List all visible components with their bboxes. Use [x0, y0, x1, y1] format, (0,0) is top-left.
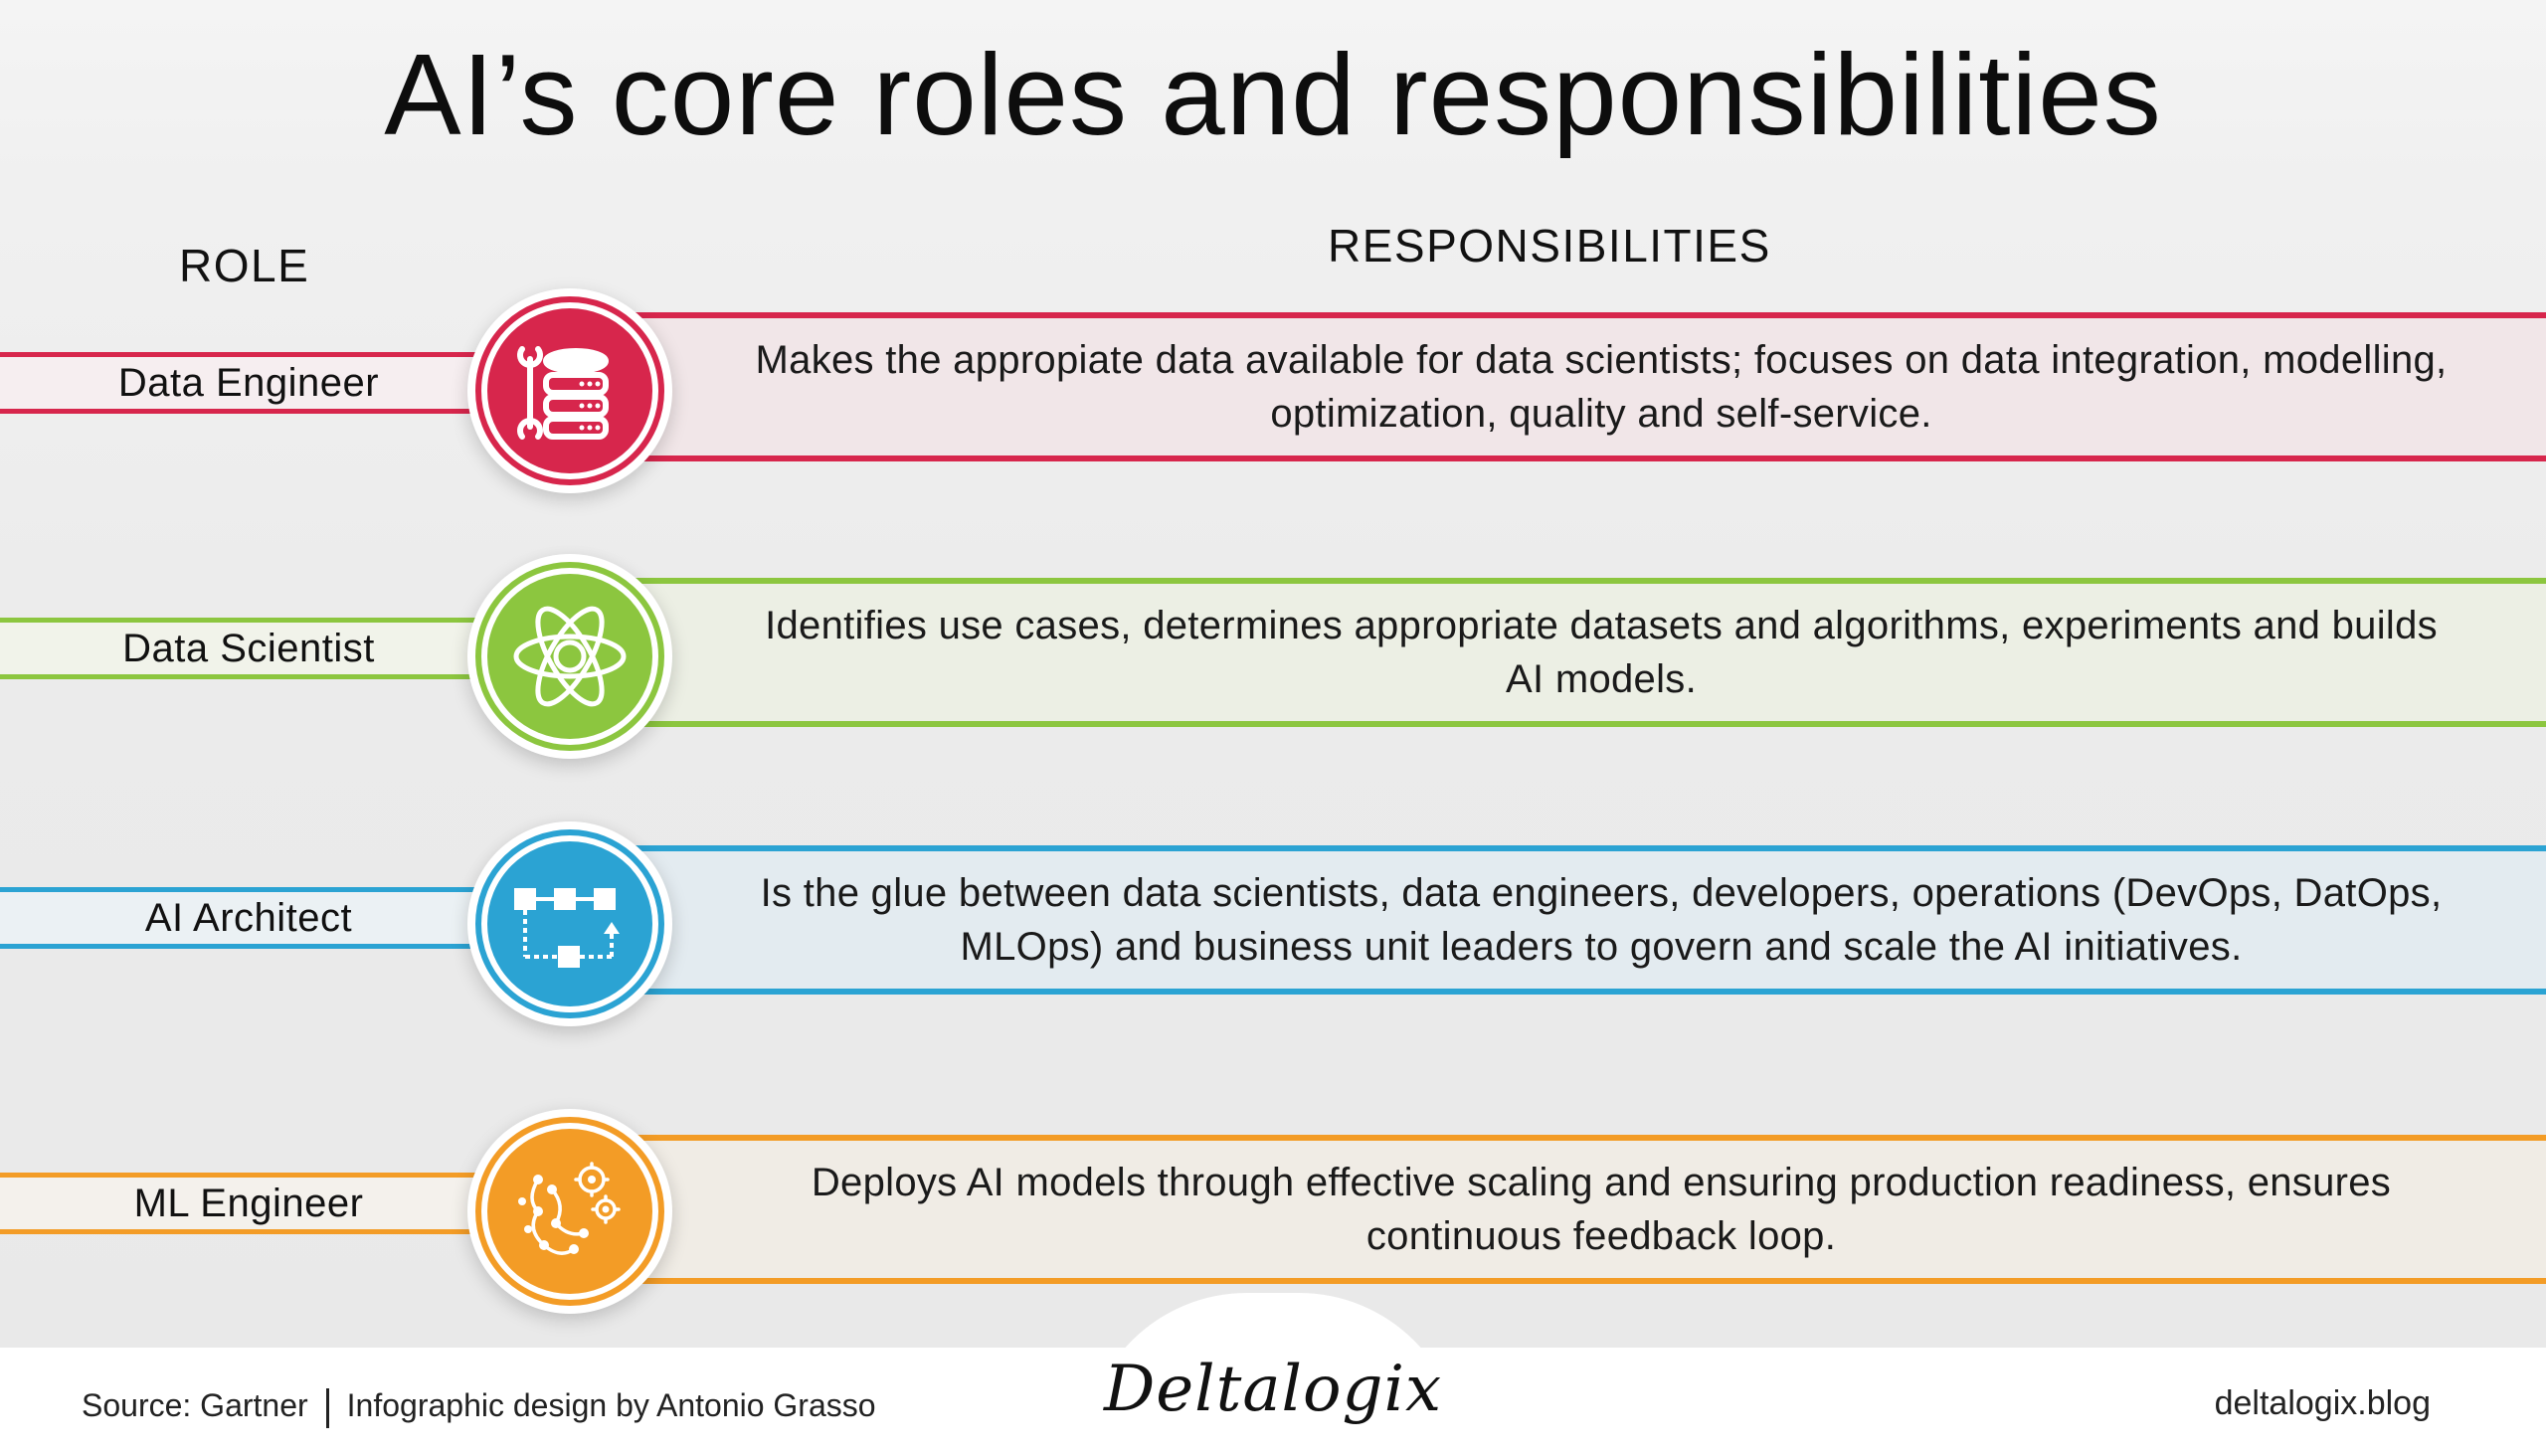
deltalogix-logo: Deltalogix — [1103, 1353, 1443, 1426]
footer-credits: Source: Gartner Infographic design by Ant… — [82, 1387, 876, 1428]
atom-icon — [513, 606, 627, 707]
source-text: Source: Gartner — [82, 1387, 308, 1423]
database-wrench-icon — [517, 346, 609, 440]
page-title: AI’s core roles and responsibilities — [384, 30, 2162, 159]
role-band: AI Architect — [0, 887, 537, 949]
responsibility-text: Deploys AI models through effective scal… — [811, 1161, 2392, 1258]
credit-text: Infographic design by Antonio Grasso — [346, 1387, 876, 1423]
role-label: Data Scientist — [122, 626, 375, 670]
role-band: Data Scientist — [0, 618, 537, 679]
role-band: Data Engineer — [0, 352, 537, 414]
responsibility-band: Makes the appropiate data available for … — [587, 312, 2546, 461]
role-label: ML Engineer — [133, 1181, 364, 1225]
architecture-flow-icon — [514, 888, 620, 968]
logo-backdrop: Deltalogix — [1084, 1293, 1462, 1456]
responsibility-text: Is the glue between data scientists, dat… — [760, 871, 2443, 969]
role-icon-badge — [467, 554, 672, 759]
responsibility-band: Deploys AI models through effective scal… — [587, 1135, 2546, 1284]
divider — [325, 1387, 329, 1428]
role-icon-badge — [467, 1109, 672, 1314]
role-band: ML Engineer — [0, 1173, 537, 1234]
responsibility-band: Is the glue between data scientists, dat… — [587, 845, 2546, 995]
site-link[interactable]: deltalogix.blog — [2214, 1384, 2431, 1422]
responsibility-text: Makes the appropiate data available for … — [755, 338, 2448, 436]
responsibility-text: Identifies use cases, determines appropr… — [765, 604, 2438, 701]
responsibilities-column-header: RESPONSIBILITIES — [1328, 220, 1771, 272]
role-label: AI Architect — [144, 895, 353, 940]
responsibility-band: Identifies use cases, determines appropr… — [587, 578, 2546, 727]
role-label: Data Engineer — [117, 360, 380, 405]
brain-gears-icon — [518, 1162, 621, 1255]
role-column-header: ROLE — [179, 240, 310, 291]
role-icon-badge — [467, 288, 672, 493]
role-icon-badge — [467, 821, 672, 1026]
